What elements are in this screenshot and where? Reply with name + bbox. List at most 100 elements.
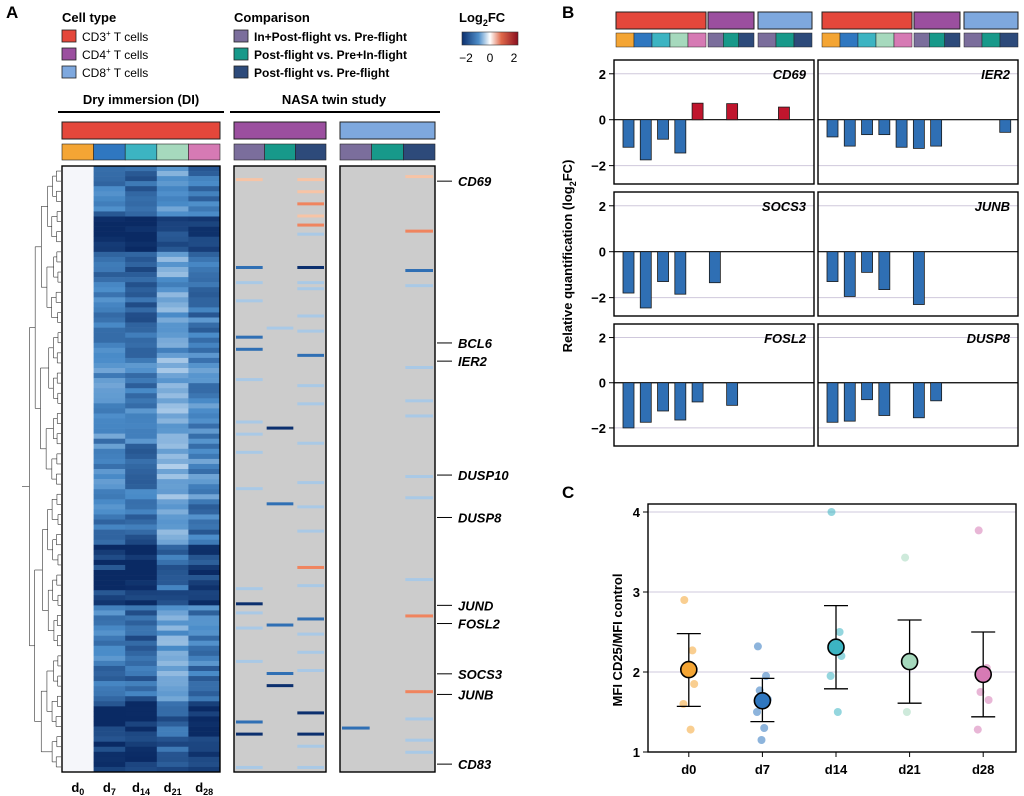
heatmap-cell — [156, 418, 189, 424]
heatmap-cell — [188, 287, 221, 293]
heatmap-cell — [188, 756, 221, 763]
heatmap-cell — [188, 519, 221, 525]
heatmap-cell — [156, 297, 189, 303]
mean-marker — [900, 652, 919, 671]
legend-label-comparison-3: Post-flight vs. Pre-flight — [254, 66, 389, 80]
heatmap-cell — [125, 676, 158, 682]
heatmap-cell — [93, 418, 126, 424]
heatmap-stripe — [297, 529, 324, 533]
heatmap-cell — [156, 307, 189, 313]
cd4-heatmap-frame — [233, 165, 327, 773]
heatmap-cell — [93, 383, 126, 389]
heatmap-cell — [156, 514, 189, 520]
legend-label-cd3: CD3+ T cells — [82, 29, 148, 44]
heatmap-cell — [93, 575, 126, 581]
heatmap-cell — [93, 600, 126, 606]
annotation-cell-type-swatch — [757, 11, 813, 30]
heatmap-cell — [93, 352, 126, 359]
heatmap-cell — [156, 267, 189, 273]
mean-marker — [679, 660, 698, 679]
heatmap-cell — [93, 322, 126, 328]
heatmap-cell — [93, 196, 126, 202]
heatmap-cell — [125, 514, 158, 520]
heatmap-cell — [156, 564, 189, 571]
gene-label: CD69 — [458, 174, 492, 189]
heatmap-cell — [125, 645, 158, 652]
colorbar — [461, 31, 519, 46]
heatmap-cell — [93, 206, 126, 212]
heatmap-column-d0 — [62, 166, 94, 772]
heatmap-cell — [156, 332, 189, 338]
heatmap-cell — [93, 201, 126, 207]
heatmap-cell — [125, 686, 158, 692]
heatmap-cell — [188, 650, 221, 657]
heatmap-cell — [93, 761, 126, 768]
heatmap-cell — [93, 504, 126, 510]
heatmap-cell — [125, 261, 158, 268]
heatmap-cell — [125, 297, 158, 303]
heatmap-cell — [156, 761, 189, 768]
heatmap-cell — [125, 453, 158, 460]
heatmap-cell — [156, 726, 189, 732]
heatmap-cell — [93, 267, 126, 273]
heatmap-cell — [125, 746, 158, 753]
bar — [895, 119, 908, 148]
heatmap-cell — [188, 201, 221, 207]
heatmap-cell — [125, 499, 158, 505]
y-tick-label: 2 — [599, 331, 606, 346]
annotation-cd8-bar — [339, 121, 436, 140]
heatmap-stripe — [297, 384, 324, 388]
panel-b-annotation — [615, 11, 1019, 48]
heatmap-cell — [156, 575, 189, 581]
heatmap-cell — [125, 761, 158, 768]
heatmap-cell — [156, 751, 189, 758]
heatmap-cell — [125, 701, 158, 707]
heatmap-cell — [156, 615, 189, 621]
heatmap-cell — [156, 226, 189, 232]
panel-label-b: B — [562, 3, 574, 22]
heatmap-cell — [188, 327, 221, 333]
heatmap-cell — [93, 570, 126, 576]
data-point — [690, 680, 699, 688]
heatmap-cell — [125, 251, 158, 258]
heatmap-cell — [93, 630, 126, 636]
heatmap-cell — [156, 317, 189, 323]
heatmap-stripe — [405, 738, 433, 742]
heatmap-cell — [93, 211, 126, 217]
panel-c-scatter: 1 2 3 4 d0 d7 d14 d21 d28 — [633, 503, 1017, 777]
heatmap-cell — [125, 549, 158, 556]
annotation-comparison-swatch — [929, 32, 945, 48]
heatmap-cell — [125, 458, 158, 465]
heatmap-cell — [188, 660, 221, 667]
heatmap-cell — [125, 211, 158, 217]
heatmap-cell — [156, 524, 189, 530]
heatmap-cell — [125, 196, 158, 202]
heatmap-cell — [125, 443, 158, 450]
heatmap-cell — [156, 337, 189, 344]
heatmap-cell — [188, 575, 221, 581]
bar — [674, 382, 687, 421]
bar — [622, 251, 635, 294]
annotation-cell-type-swatch — [707, 11, 755, 30]
heatmap-cell — [125, 368, 158, 374]
heatmap-cell — [93, 231, 126, 237]
heatmap-cell — [125, 171, 158, 177]
heatmap-cell — [125, 630, 158, 636]
heatmap-cell — [156, 362, 189, 369]
panel-b-plot-frame — [817, 323, 1019, 447]
annotation-day-swatch — [857, 32, 877, 48]
data-point — [976, 688, 985, 696]
cell-type-legend: CD3+ T cells CD4+ T cells CD8+ T cells — [61, 29, 148, 80]
heatmap-cell — [156, 479, 189, 485]
heatmap-cell — [156, 463, 189, 470]
heatmap-cell — [93, 433, 126, 439]
heatmap-cell — [125, 696, 158, 702]
heatmap-cell — [156, 277, 189, 283]
heatmap-cell — [188, 509, 221, 515]
legend-label-comparison-1: In+Post-flight vs. Pre-flight — [254, 30, 407, 44]
heatmap-cell — [93, 403, 126, 409]
heatmap-cell — [156, 342, 189, 349]
heatmap-cell — [156, 711, 189, 717]
y-tick-label: 2 — [633, 665, 640, 680]
heatmap-cell — [93, 297, 126, 303]
